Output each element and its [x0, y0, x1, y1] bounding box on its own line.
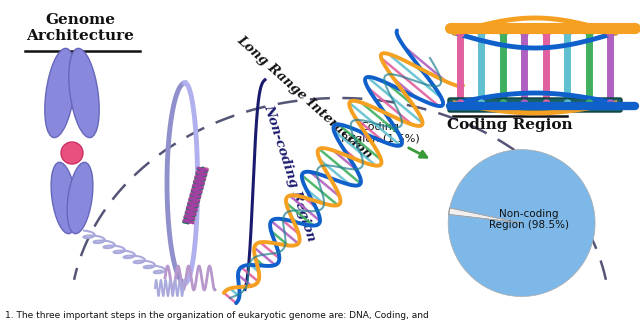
Ellipse shape [68, 49, 99, 138]
Wedge shape [448, 150, 595, 297]
Text: Coding
Region (1.5%): Coding Region (1.5%) [340, 122, 427, 157]
FancyBboxPatch shape [448, 98, 622, 112]
Text: 1. The three important steps in the organization of eukaryotic genome are: DNA, : 1. The three important steps in the orga… [5, 311, 429, 320]
Circle shape [61, 142, 83, 164]
Ellipse shape [45, 49, 76, 138]
Text: Non-coding Region: Non-coding Region [262, 103, 318, 243]
Text: Coding Region: Coding Region [447, 118, 573, 132]
Text: Long Range Interaction: Long Range Interaction [235, 33, 375, 161]
Ellipse shape [51, 162, 77, 234]
Wedge shape [449, 208, 522, 223]
Text: Genome
Architecture: Genome Architecture [26, 13, 134, 43]
Text: Non-coding
Region (98.5%): Non-coding Region (98.5%) [489, 209, 569, 230]
Ellipse shape [67, 162, 93, 234]
